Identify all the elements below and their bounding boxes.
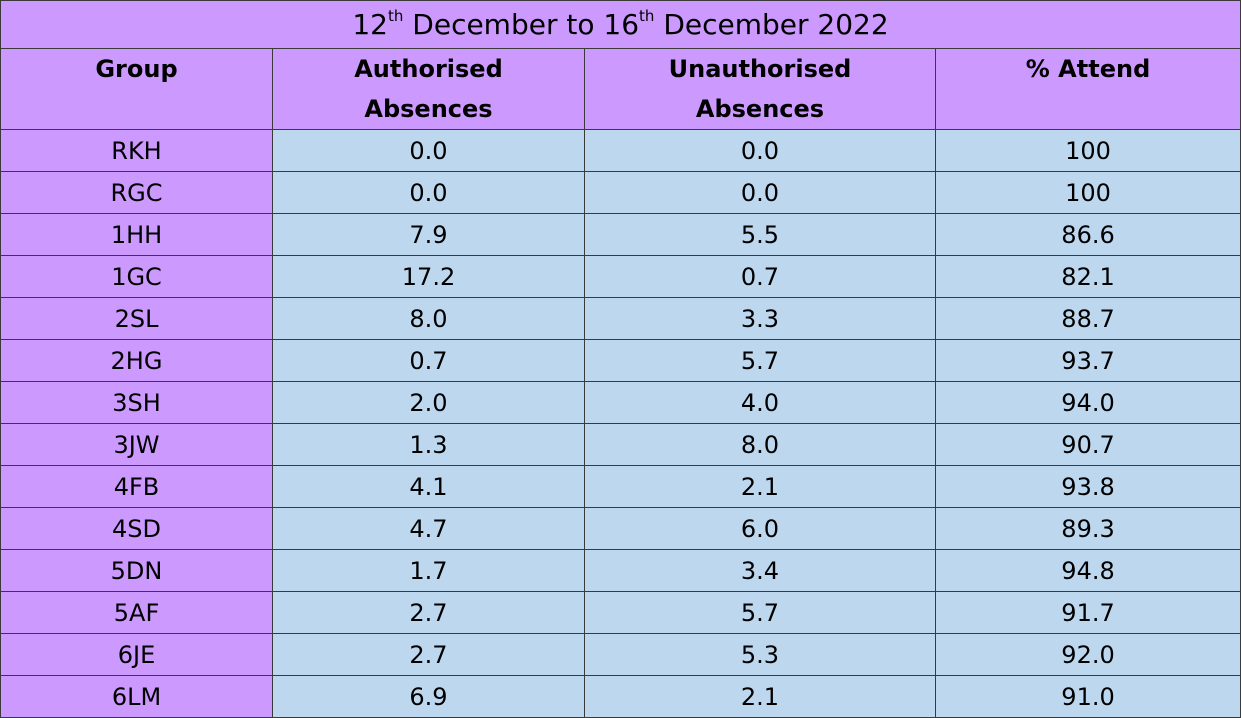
- attend-cell: 94.8: [934, 549, 1242, 592]
- table-row: 5DN 1.7 3.4 94.8: [0, 549, 1242, 592]
- group-cell: RKH: [0, 129, 273, 172]
- unauthorised-cell: 3.3: [584, 297, 936, 340]
- unauthorised-cell: 5.7: [584, 591, 936, 634]
- attend-cell: 93.8: [934, 465, 1242, 508]
- authorised-cell: 17.2: [272, 255, 585, 298]
- table-row: RGC 0.0 0.0 100: [0, 171, 1242, 214]
- title-month-year-end: December 2022: [654, 8, 889, 41]
- table-row: 4FB 4.1 2.1 93.8: [0, 465, 1242, 508]
- authorised-cell: 1.7: [272, 549, 585, 592]
- column-header-attend-label: % Attend: [1025, 55, 1151, 83]
- table-row: 5AF 2.7 5.7 91.7: [0, 591, 1242, 634]
- title-month-start: December to: [403, 8, 604, 41]
- unauthorised-cell: 0.0: [584, 129, 936, 172]
- unauthorised-cell: 2.1: [584, 675, 936, 718]
- unauthorised-cell: 8.0: [584, 423, 936, 466]
- column-header-unauthorised-line2: Absences: [695, 95, 825, 123]
- authorised-cell: 0.0: [272, 171, 585, 214]
- group-cell: 3JW: [0, 423, 273, 466]
- table-row: 1GC 17.2 0.7 82.1: [0, 255, 1242, 298]
- attend-cell: 86.6: [934, 213, 1242, 256]
- table-row: 2SL 8.0 3.3 88.7: [0, 297, 1242, 340]
- unauthorised-cell: 5.3: [584, 633, 936, 676]
- group-cell: 5AF: [0, 591, 273, 634]
- table-row: RKH 0.0 0.0 100: [0, 129, 1242, 172]
- attend-cell: 93.7: [934, 339, 1242, 382]
- attend-cell: 91.0: [934, 675, 1242, 718]
- column-header-authorised-line2: Absences: [364, 95, 493, 123]
- group-cell: 6LM: [0, 675, 273, 718]
- group-cell: 6JE: [0, 633, 273, 676]
- unauthorised-cell: 0.7: [584, 255, 936, 298]
- unauthorised-cell: 6.0: [584, 507, 936, 550]
- group-cell: RGC: [0, 171, 273, 214]
- unauthorised-cell: 3.4: [584, 549, 936, 592]
- table-row: 4SD 4.7 6.0 89.3: [0, 507, 1242, 550]
- group-cell: 1GC: [0, 255, 273, 298]
- column-header-unauthorised-line1: Unauthorised: [668, 55, 852, 83]
- attend-cell: 90.7: [934, 423, 1242, 466]
- unauthorised-cell: 4.0: [584, 381, 936, 424]
- column-header-row: Group Authorised Absences Unauthorised Abs…: [0, 48, 1242, 130]
- attend-cell: 82.1: [934, 255, 1242, 298]
- group-cell: 5DN: [0, 549, 273, 592]
- title-day-start: 12: [352, 8, 388, 41]
- authorised-cell: 0.7: [272, 339, 585, 382]
- authorised-cell: 2.7: [272, 591, 585, 634]
- attend-cell: 94.0: [934, 381, 1242, 424]
- table-row: 3SH 2.0 4.0 94.0: [0, 381, 1242, 424]
- group-cell: 4SD: [0, 507, 273, 550]
- column-header-authorised: Authorised Absences: [272, 48, 585, 130]
- authorised-cell: 8.0: [272, 297, 585, 340]
- title-row: 12th December to 16th December 2022: [0, 0, 1242, 49]
- attend-cell: 91.7: [934, 591, 1242, 634]
- authorised-cell: 4.1: [272, 465, 585, 508]
- column-header-group-label: Group: [95, 55, 178, 83]
- unauthorised-cell: 5.7: [584, 339, 936, 382]
- column-header-unauthorised: Unauthorised Absences: [584, 48, 936, 130]
- table-title: 12th December to 16th December 2022: [0, 0, 1242, 49]
- attend-cell: 88.7: [934, 297, 1242, 340]
- group-cell: 2SL: [0, 297, 273, 340]
- title-day-end: 16: [603, 8, 640, 41]
- authorised-cell: 2.7: [272, 633, 585, 676]
- table-row: 6JE 2.7 5.3 92.0: [0, 633, 1242, 676]
- authorised-cell: 2.0: [272, 381, 585, 424]
- group-cell: 2HG: [0, 339, 273, 382]
- unauthorised-cell: 0.0: [584, 171, 936, 214]
- title-suffix-start: th: [387, 6, 404, 25]
- column-header-authorised-line1: Authorised: [354, 55, 503, 83]
- table-row: 6LM 6.9 2.1 91.0: [0, 675, 1242, 718]
- unauthorised-cell: 5.5: [584, 213, 936, 256]
- attend-cell: 89.3: [934, 507, 1242, 550]
- table-row: 3JW 1.3 8.0 90.7: [0, 423, 1242, 466]
- group-cell: 1HH: [0, 213, 273, 256]
- column-header-attend: % Attend: [934, 48, 1242, 130]
- table-row: 1HH 7.9 5.5 86.6: [0, 213, 1242, 256]
- authorised-cell: 4.7: [272, 507, 585, 550]
- unauthorised-cell: 2.1: [584, 465, 936, 508]
- authorised-cell: 6.9: [272, 675, 585, 718]
- authorised-cell: 1.3: [272, 423, 585, 466]
- group-cell: 4FB: [0, 465, 273, 508]
- table-row: 2HG 0.7 5.7 93.7: [0, 339, 1242, 382]
- attend-cell: 100: [934, 129, 1242, 172]
- column-header-group: Group: [0, 48, 273, 130]
- title-suffix-end: th: [639, 6, 655, 25]
- authorised-cell: 0.0: [272, 129, 585, 172]
- group-cell: 3SH: [0, 381, 273, 424]
- attend-cell: 100: [934, 171, 1242, 214]
- authorised-cell: 7.9: [272, 213, 585, 256]
- attend-cell: 92.0: [934, 633, 1242, 676]
